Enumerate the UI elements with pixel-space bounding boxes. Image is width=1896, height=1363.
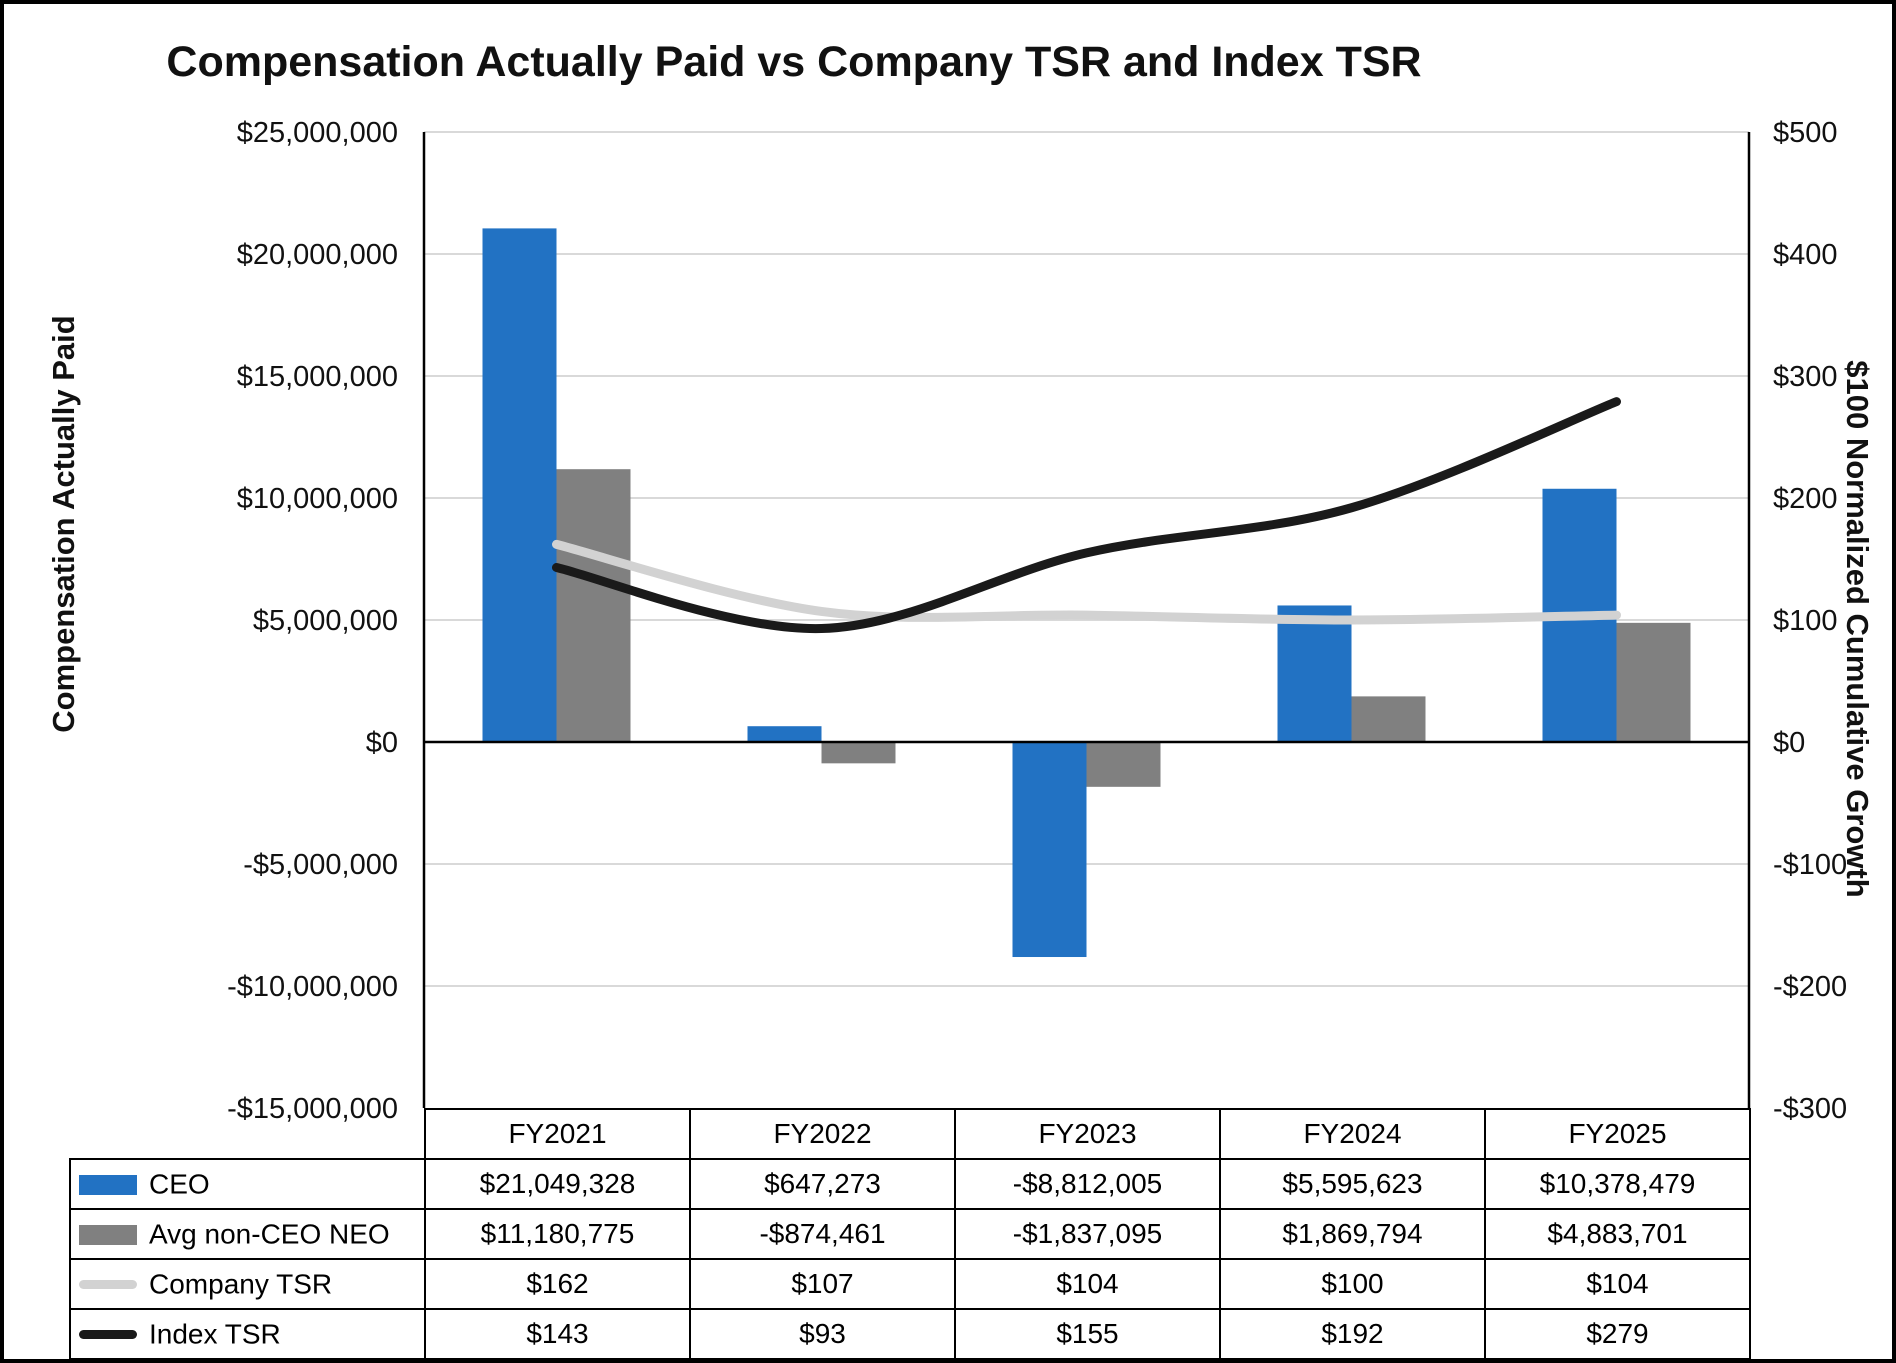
line-company-tsr — [552, 539, 1621, 625]
bar-ceo — [482, 228, 557, 743]
legend-label: Index TSR — [149, 1318, 281, 1350]
left-axis-tick: $20,000,000 — [237, 239, 398, 271]
chart-title: Compensation Actually Paid vs Company TS… — [166, 38, 1422, 86]
legend-label: Company TSR — [149, 1268, 333, 1300]
value-cell: $647,273 — [689, 1158, 956, 1210]
legend-bar-swatch — [79, 1224, 137, 1245]
fy-header-cell: FY2023 — [954, 1108, 1221, 1160]
left-axis-tick: $0 — [366, 727, 398, 759]
value-cell: $11,180,775 — [424, 1208, 691, 1260]
value-cell: $5,595,623 — [1219, 1158, 1486, 1210]
bar-ceo — [1277, 605, 1352, 742]
value-cell: $143 — [424, 1308, 691, 1359]
value-cell: $4,883,701 — [1484, 1208, 1751, 1260]
value-cell: $93 — [689, 1308, 956, 1359]
bar-ceo — [1012, 742, 1087, 958]
legend-cell: CEO — [69, 1158, 426, 1210]
value-cell: $162 — [424, 1258, 691, 1310]
right-axis-tick: -$200 — [1773, 971, 1847, 1003]
right-axis-tick: $400 — [1773, 239, 1838, 271]
bar-avg-non-ceo-neo — [1616, 622, 1691, 742]
value-cell: $104 — [1484, 1258, 1751, 1310]
table-row: Company TSR $162 $107 $104 $100 $104 — [69, 1258, 1751, 1310]
value-cell: $279 — [1484, 1308, 1751, 1359]
line-index-tsr — [552, 397, 1621, 634]
fy-header-cell: FY2025 — [1484, 1108, 1751, 1160]
value-cell: $1,869,794 — [1219, 1208, 1486, 1260]
left-axis-tick: $5,000,000 — [253, 605, 398, 637]
left-axis-tick: $25,000,000 — [237, 117, 398, 149]
value-cell: $155 — [954, 1308, 1221, 1359]
chart-plot-area: $25,000,000 $20,000,000 $15,000,000 $10,000… — [227, 117, 1847, 1125]
right-axis-tick: $100 — [1773, 605, 1838, 637]
left-axis-tick: $10,000,000 — [237, 483, 398, 515]
bar-avg-non-ceo-neo — [1351, 696, 1426, 742]
fy-header-cell: FY2024 — [1219, 1108, 1486, 1160]
value-cell: -$1,837,095 — [954, 1208, 1221, 1260]
bar-avg-non-ceo-neo — [1086, 742, 1161, 787]
left-axis-tick: -$5,000,000 — [243, 849, 398, 881]
right-axis-tick: -$300 — [1773, 1093, 1847, 1125]
left-axis-tick: -$10,000,000 — [227, 971, 398, 1003]
legend-cell: Index TSR — [69, 1308, 426, 1359]
table-row: Index TSR $143 $93 $155 $192 $279 — [69, 1308, 1751, 1359]
bar-avg-non-ceo-neo — [556, 469, 631, 742]
right-axis-tick: -$100 — [1773, 849, 1847, 881]
value-cell: $21,049,328 — [424, 1158, 691, 1210]
left-axis-tick: $15,000,000 — [237, 361, 398, 393]
right-axis-tick: $0 — [1773, 727, 1805, 759]
legend-cell: Avg non-CEO NEO — [69, 1208, 426, 1260]
value-cell: $10,378,479 — [1484, 1158, 1751, 1210]
right-axis-tick: $500 — [1773, 117, 1838, 149]
legend-label: CEO — [149, 1168, 210, 1200]
value-cell: $107 — [689, 1258, 956, 1310]
legend-line-swatch — [79, 1280, 137, 1290]
data-table: FY2021 FY2022 FY2023 FY2024 FY2025 CEO $21,049… — [69, 1108, 1751, 1359]
left-axis-tick: -$15,000,000 — [227, 1093, 398, 1125]
value-cell: $100 — [1219, 1258, 1486, 1310]
fy-header-cell: FY2022 — [689, 1108, 956, 1160]
bar-avg-non-ceo-neo — [821, 742, 896, 764]
table-corner-spacer — [70, 1109, 425, 1159]
bar-ceo — [747, 726, 822, 742]
right-axis-tick: $300 — [1773, 361, 1838, 393]
table-header-row: FY2021 FY2022 FY2023 FY2024 FY2025 — [70, 1108, 1751, 1160]
table-row: Avg non-CEO NEO $11,180,775 -$874,461 -$1,8… — [69, 1208, 1751, 1260]
value-cell: $104 — [954, 1258, 1221, 1310]
table-row: CEO $21,049,328 $647,273 -$8,812,005 $5,595,… — [69, 1158, 1751, 1210]
right-axis-tick: $200 — [1773, 483, 1838, 515]
legend-label: Avg non-CEO NEO — [149, 1218, 390, 1250]
legend-bar-swatch — [79, 1174, 137, 1195]
value-cell: -$8,812,005 — [954, 1158, 1221, 1210]
fy-header-cell: FY2021 — [424, 1108, 691, 1160]
value-cell: -$874,461 — [689, 1208, 956, 1260]
legend-line-swatch — [79, 1330, 137, 1340]
value-cell: $192 — [1219, 1308, 1486, 1359]
legend-cell: Company TSR — [69, 1258, 426, 1310]
